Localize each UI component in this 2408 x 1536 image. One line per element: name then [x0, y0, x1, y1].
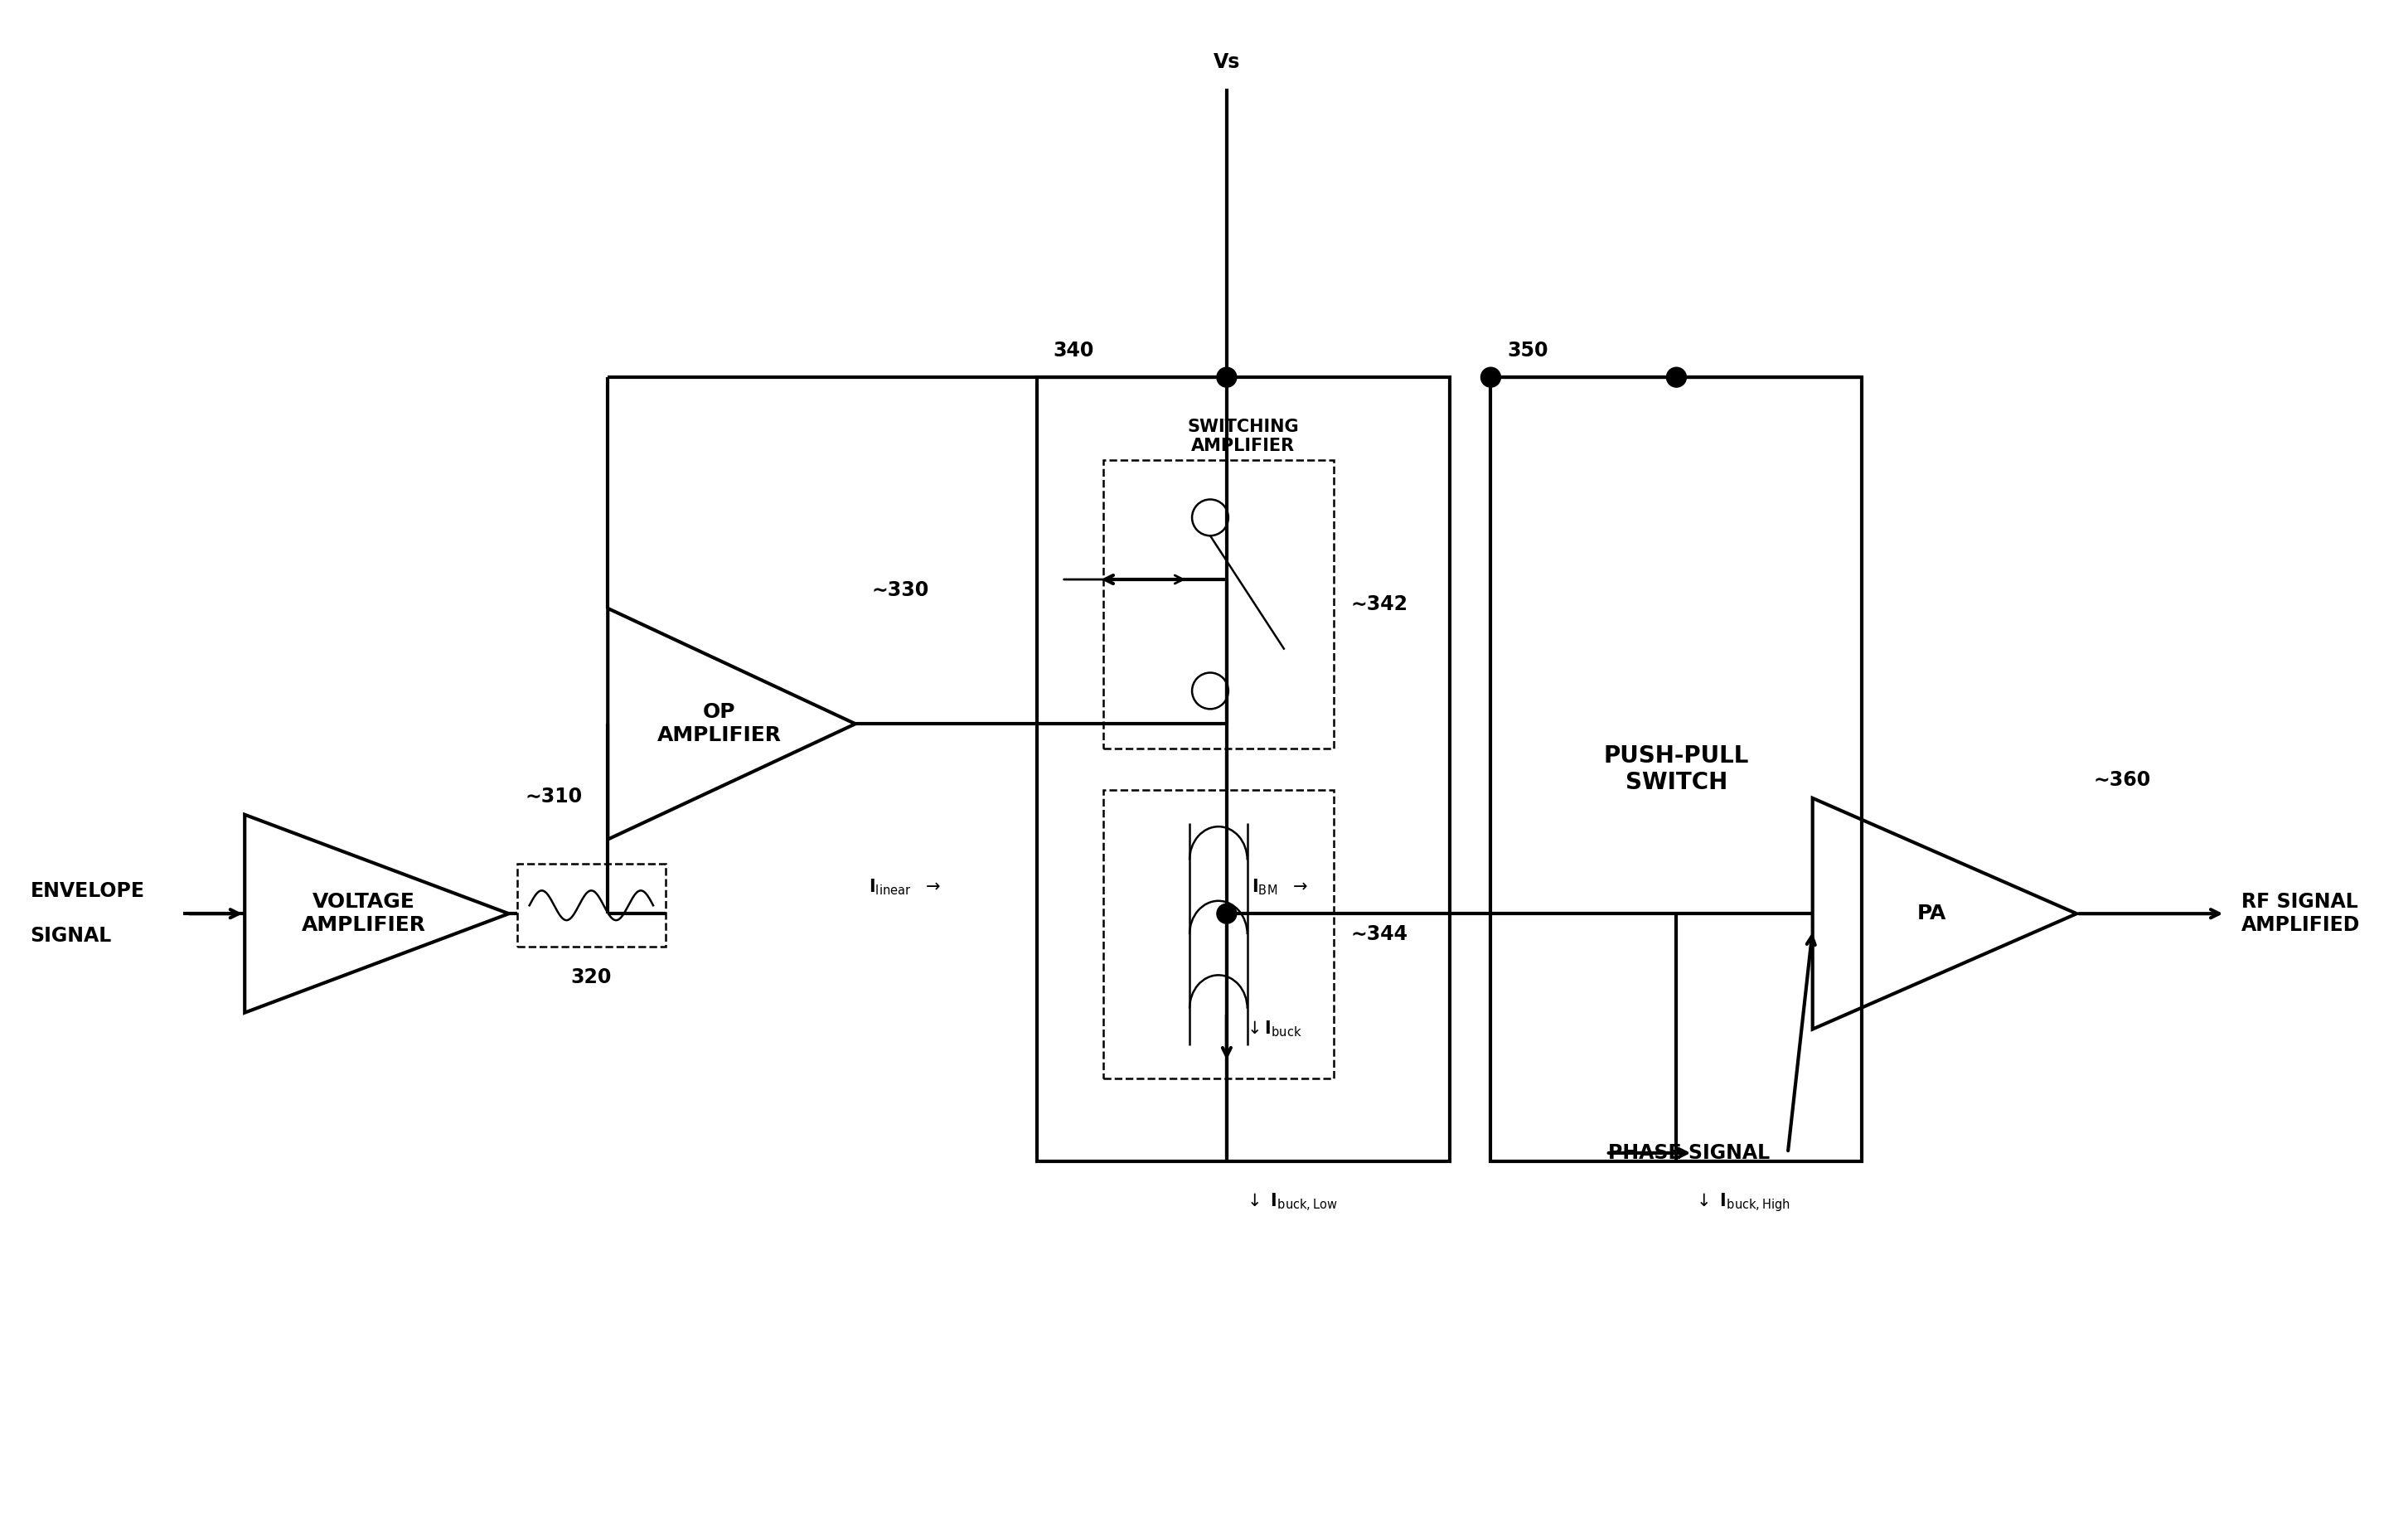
Text: 350: 350	[1507, 341, 1548, 361]
Text: PUSH-PULL
SWITCH: PUSH-PULL SWITCH	[1604, 745, 1748, 794]
Text: ENVELOPE: ENVELOPE	[31, 882, 144, 902]
Text: SIGNAL: SIGNAL	[31, 926, 111, 946]
Circle shape	[1216, 367, 1238, 387]
Text: VOLTAGE
AMPLIFIER: VOLTAGE AMPLIFIER	[301, 892, 426, 935]
Circle shape	[1216, 903, 1238, 923]
Text: Vs: Vs	[1214, 52, 1240, 72]
Text: ∼342: ∼342	[1351, 594, 1409, 614]
Text: $\downarrow$ I$_{\mathrm{buck, High}}$: $\downarrow$ I$_{\mathrm{buck, High}}$	[1693, 1192, 1792, 1213]
Text: 320: 320	[571, 968, 612, 988]
Text: 340: 340	[1052, 341, 1093, 361]
Text: I$_{\mathrm{BM}}$  $\rightarrow$: I$_{\mathrm{BM}}$ $\rightarrow$	[1252, 877, 1308, 897]
Text: ∼310: ∼310	[525, 786, 583, 806]
Text: $\downarrow$ I$_{\mathrm{buck, Low}}$: $\downarrow$ I$_{\mathrm{buck, Low}}$	[1243, 1192, 1336, 1213]
Bar	[518, 865, 665, 946]
Text: SWITCHING
AMPLIFIER: SWITCHING AMPLIFIER	[1187, 418, 1298, 455]
Circle shape	[1481, 367, 1500, 387]
Text: ∼330: ∼330	[872, 581, 929, 601]
Text: PHASE SIGNAL: PHASE SIGNAL	[1609, 1143, 1770, 1163]
Circle shape	[1666, 367, 1686, 387]
Bar	[1103, 790, 1334, 1078]
Bar	[1491, 378, 1861, 1161]
Text: RF SIGNAL
AMPLIFIED: RF SIGNAL AMPLIFIED	[2242, 892, 2360, 935]
Text: I$_{\mathrm{linear}}$  $\rightarrow$: I$_{\mathrm{linear}}$ $\rightarrow$	[869, 877, 942, 897]
Text: ∼344: ∼344	[1351, 925, 1409, 945]
Text: $\downarrow$I$_{\mathrm{buck}}$: $\downarrow$I$_{\mathrm{buck}}$	[1243, 1020, 1303, 1038]
Text: OP
AMPLIFIER: OP AMPLIFIER	[657, 702, 780, 745]
Bar	[1038, 378, 1450, 1161]
Bar	[1103, 459, 1334, 748]
Text: PA: PA	[1917, 903, 1946, 923]
Text: ∼360: ∼360	[2093, 770, 2150, 790]
